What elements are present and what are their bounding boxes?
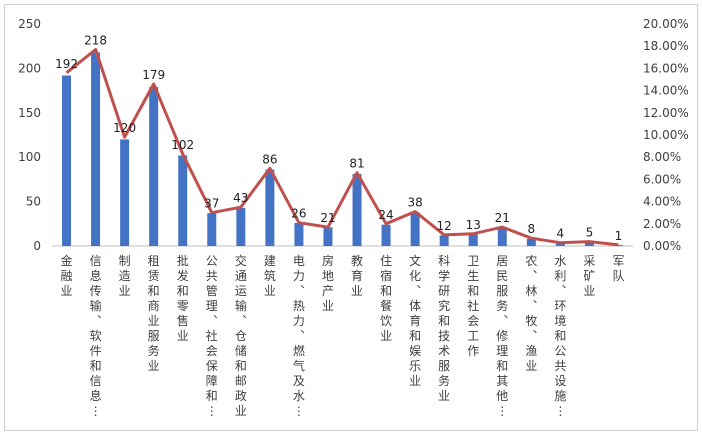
data-label: 218 — [84, 34, 107, 48]
category-label: 公共管理︑社会保障和⋮ — [206, 254, 218, 418]
right-axis-tick-label: 8.00% — [643, 150, 681, 164]
data-label: 26 — [291, 207, 306, 221]
left-axis-tick-label: 150 — [18, 106, 41, 120]
data-label: 1 — [615, 229, 623, 243]
data-label: 179 — [142, 68, 165, 82]
left-axis-tick-label: 100 — [18, 150, 41, 164]
data-label: 192 — [55, 57, 78, 71]
left-axis-tick-label: 50 — [26, 195, 41, 209]
data-label: 24 — [378, 208, 393, 222]
category-label: 水利︑环境和公共设施⋮ — [554, 254, 566, 418]
data-label: 86 — [262, 152, 277, 166]
data-label: 120 — [113, 121, 136, 135]
bar — [526, 238, 536, 246]
right-axis-tick-label: 16.00% — [643, 61, 689, 75]
right-axis-tick-label: 12.00% — [643, 106, 689, 120]
bar — [62, 75, 72, 246]
category-label: 电力︑热力︑燃气及水⋮ — [293, 254, 305, 418]
category-label: 交通运输︑仓储和邮政业 — [235, 253, 247, 418]
left-axis-tick-label: 0 — [33, 239, 41, 253]
bar — [236, 207, 246, 246]
bar — [91, 52, 101, 246]
bar — [207, 213, 217, 246]
category-label: 制造业 — [119, 254, 131, 298]
data-label: 4 — [557, 226, 565, 240]
category-label: 住宿和餐饮业 — [380, 254, 392, 343]
category-label: 信息传输︑软件和信息⋮ — [90, 254, 102, 418]
axes: 0 50 100 150 200 250 0.00% 2.00% 4.00% 6.00% 8.00%… — [18, 17, 689, 253]
data-label: 102 — [171, 138, 194, 152]
category-label: 文化︑体育和娱乐业 — [409, 253, 421, 388]
bar — [613, 245, 623, 246]
right-axis-tick-label: 4.00% — [643, 195, 681, 209]
left-axis-tick-label: 250 — [18, 17, 41, 31]
bar-series — [62, 52, 623, 246]
bar — [149, 87, 159, 246]
right-axis-tick-label: 14.00% — [643, 84, 689, 98]
category-label: 批发和零售业 — [177, 253, 189, 343]
data-label: 81 — [349, 157, 364, 171]
right-axis-tick-label: 10.00% — [643, 128, 689, 142]
category-label: 建筑业 — [264, 254, 276, 298]
bar — [352, 174, 362, 246]
left-axis-tick-label: 200 — [18, 61, 41, 75]
bar — [381, 224, 391, 246]
line-series — [65, 48, 619, 247]
data-label: 12 — [437, 219, 452, 233]
data-label: 38 — [407, 196, 422, 210]
bar — [555, 242, 565, 246]
bar — [497, 227, 507, 246]
bar — [265, 169, 275, 246]
bar — [584, 241, 594, 246]
bar — [178, 155, 188, 246]
category-label: 房地产业 — [322, 253, 334, 313]
data-label: 13 — [466, 218, 481, 232]
category-label: 金融业 — [61, 253, 73, 298]
right-axis-tick-label: 6.00% — [643, 172, 681, 186]
category-label: 采矿业 — [583, 254, 595, 298]
category-label: 卫生和社会工作 — [467, 254, 479, 358]
category-label: 农︑林︑牧︑渔业 — [525, 254, 537, 373]
chart-frame — [4, 4, 698, 431]
bar — [323, 227, 333, 246]
category-label: 租赁和商业服务业 — [148, 254, 160, 373]
right-axis-tick-label: 20.00% — [643, 17, 689, 31]
category-label: 居民服务︑修理和其他⋮ — [496, 254, 508, 418]
category-label: 教育业 — [351, 253, 363, 298]
percentage-line — [65, 48, 619, 247]
category-labels: 金融业 信息传输︑软件和信息⋮ 制造业 租赁和商业服务业 批发和零售业 公共管理︑社会保障… — [61, 253, 625, 418]
bar — [439, 235, 449, 246]
data-label: 21 — [495, 211, 510, 225]
right-axis-tick-label: 18.00% — [643, 39, 689, 53]
bar — [410, 212, 420, 246]
right-axis-tick-label: 2.00% — [643, 217, 681, 231]
data-label: 8 — [528, 222, 536, 236]
category-label: 军队 — [612, 254, 624, 283]
bar — [120, 139, 130, 246]
bar — [294, 222, 304, 246]
data-label: 5 — [586, 226, 594, 240]
data-label: 43 — [233, 191, 248, 205]
right-axis-tick-label: 0.00% — [643, 239, 681, 253]
category-label: 科学研究和技术服务业 — [438, 254, 450, 403]
data-label: 37 — [204, 197, 219, 211]
data-label: 21 — [320, 211, 335, 225]
bar — [468, 234, 478, 246]
